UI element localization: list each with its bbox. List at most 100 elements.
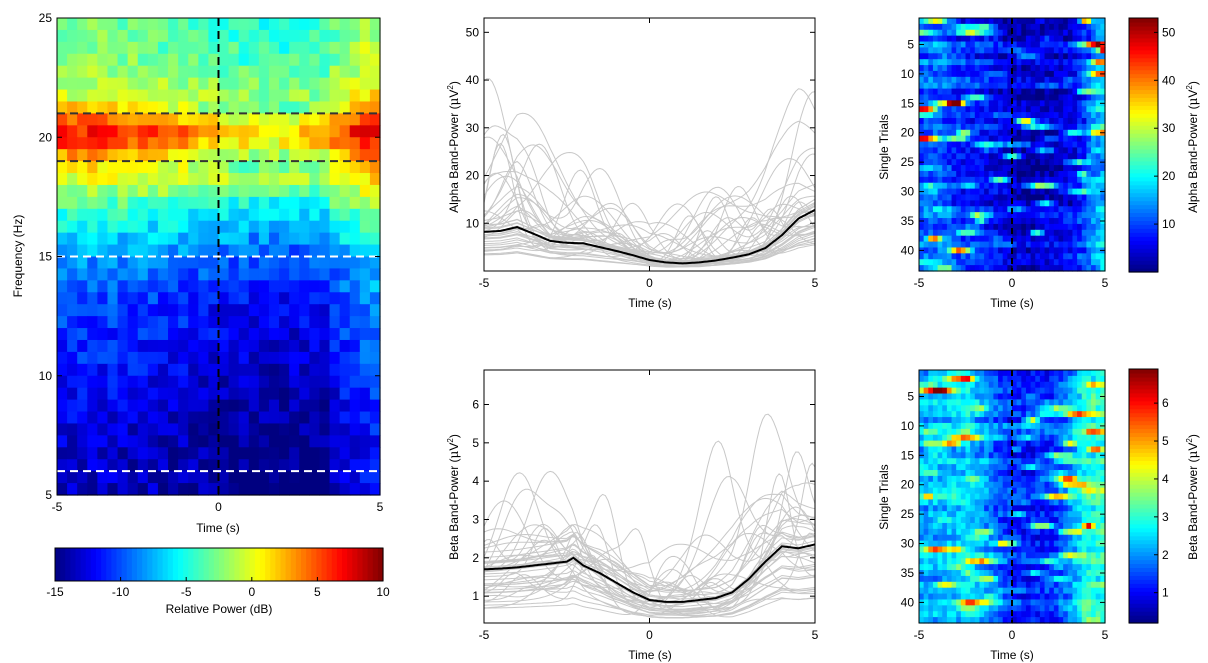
alpha-trials-cell bbox=[1035, 159, 1041, 166]
beta-trials-cell bbox=[1021, 417, 1027, 424]
beta-trials-cell bbox=[1021, 575, 1027, 583]
beta-trials-cell bbox=[937, 505, 943, 512]
tf-map-cell bbox=[299, 435, 310, 448]
tf-map-cell bbox=[107, 280, 119, 293]
alpha-trials-cell bbox=[923, 241, 929, 249]
tf-map-cell bbox=[349, 101, 361, 114]
alpha-trials-cell bbox=[1039, 265, 1046, 272]
tf-map-cell bbox=[369, 280, 381, 293]
alpha-trials-cell bbox=[1016, 141, 1022, 149]
alpha-trials-cell bbox=[974, 82, 981, 90]
beta-trials-cell bbox=[993, 564, 999, 571]
beta-trials-cell bbox=[1058, 470, 1064, 477]
beta-trials-cell bbox=[956, 370, 962, 377]
tf-map-cell bbox=[309, 399, 321, 413]
alpha-trials-cell bbox=[960, 94, 967, 101]
alpha-power-single-trial-line bbox=[483, 202, 816, 262]
tf-map-cell bbox=[299, 196, 310, 210]
tf-map-cell bbox=[349, 244, 361, 258]
alpha-trials-cell bbox=[1007, 70, 1013, 78]
beta-trials-cell bbox=[1039, 428, 1046, 436]
tf-map-cell bbox=[329, 268, 341, 281]
tf-map-cell bbox=[57, 328, 68, 341]
beta-trials-cell bbox=[1035, 370, 1041, 377]
alpha-trials-cell bbox=[1039, 70, 1046, 78]
beta-trials-cell bbox=[979, 411, 985, 418]
alpha-trials-cell bbox=[1039, 194, 1046, 201]
tf-map-cell bbox=[349, 89, 361, 103]
beta-trials-cell bbox=[984, 505, 990, 512]
alpha-trials-cell bbox=[928, 147, 934, 154]
alpha-trials-cell bbox=[937, 182, 943, 190]
tf-map-cell bbox=[279, 351, 290, 365]
beta-trials-cell bbox=[1095, 581, 1101, 589]
alpha-trials-colorbar-swatch bbox=[1129, 97, 1158, 102]
beta-trials-cell bbox=[923, 393, 929, 401]
beta-trials-cell bbox=[1058, 570, 1064, 577]
tf-map-colorbar-swatch bbox=[106, 548, 112, 581]
beta-trials-cell bbox=[956, 375, 962, 383]
alpha-trials-cell bbox=[942, 123, 948, 131]
beta-trials-cell bbox=[951, 399, 957, 406]
beta-trials-cell bbox=[1007, 393, 1013, 401]
alpha-trials-cell bbox=[1044, 141, 1050, 149]
beta-trials-cell bbox=[1095, 534, 1101, 542]
beta-trials-cell bbox=[970, 434, 976, 442]
alpha-trials-cell bbox=[942, 229, 948, 237]
alpha-trials-cell bbox=[970, 35, 976, 43]
beta-trials-cell bbox=[956, 517, 962, 524]
alpha-trials-cell bbox=[1012, 18, 1018, 25]
alpha-trials-cell bbox=[1025, 206, 1032, 213]
tf-map-cell bbox=[218, 89, 230, 103]
alpha-trials-cell bbox=[932, 94, 939, 101]
beta-trials-cell bbox=[970, 564, 976, 571]
tf-map-colorbar-swatch bbox=[80, 548, 87, 581]
alpha-trials-cell bbox=[1035, 23, 1041, 31]
alpha-trials-colorbar-swatch bbox=[1129, 18, 1158, 23]
beta-trials-cell bbox=[998, 587, 1004, 595]
alpha-trials-colorbar-swatch bbox=[1129, 268, 1158, 273]
beta-trials-cell bbox=[923, 517, 929, 524]
alpha-trials-cell bbox=[1100, 47, 1106, 54]
tf-map-cell bbox=[178, 89, 189, 103]
alpha-trials-cell bbox=[928, 223, 934, 231]
beta-trials-cell bbox=[1067, 505, 1074, 512]
beta-trials-cell bbox=[979, 452, 985, 459]
alpha-trials-cell bbox=[984, 153, 990, 160]
alpha-trials-cell bbox=[1081, 141, 1087, 149]
alpha-trials-cell bbox=[1063, 218, 1069, 225]
beta-trials-cell bbox=[970, 381, 976, 389]
tf-map-cell bbox=[77, 65, 88, 79]
alpha-trials-cell bbox=[951, 70, 957, 78]
tf-map-cell bbox=[268, 220, 280, 234]
alpha-trials-colorbar-swatch bbox=[1129, 148, 1158, 154]
alpha-trials-cell bbox=[1007, 206, 1013, 213]
beta-trials-cell bbox=[923, 464, 929, 471]
beta-trials-cell bbox=[974, 387, 981, 395]
tf-map-cell bbox=[77, 292, 88, 305]
beta-trials-cell bbox=[960, 428, 967, 436]
alpha-trials-cell bbox=[946, 165, 953, 172]
beta-trials-cell bbox=[1100, 417, 1106, 424]
tf-map-cell bbox=[238, 29, 250, 43]
alpha-trials-cell bbox=[1072, 147, 1078, 154]
alpha-trials-cell bbox=[979, 165, 985, 172]
alpha-trials-cell bbox=[1086, 212, 1092, 219]
beta-trials-cell bbox=[1058, 458, 1064, 465]
tf-map-cell bbox=[127, 375, 139, 389]
beta-trials-cell bbox=[988, 546, 994, 553]
alpha-trials-cell bbox=[1021, 23, 1027, 31]
alpha-trials-cell bbox=[1030, 253, 1036, 260]
beta-trials-cell bbox=[951, 546, 957, 553]
tf-map-cell bbox=[329, 447, 341, 460]
tf-map-cell bbox=[238, 328, 250, 341]
tf-map-cell bbox=[218, 244, 230, 258]
tf-map-cell bbox=[359, 208, 371, 222]
tf-map-cell bbox=[359, 113, 371, 126]
alpha-trials-cell bbox=[1012, 176, 1018, 184]
alpha-trials-cell bbox=[1081, 212, 1087, 219]
alpha-trials-cell bbox=[993, 41, 999, 49]
alpha-trials-cell bbox=[1053, 94, 1060, 101]
tf-map-cell bbox=[188, 387, 199, 401]
